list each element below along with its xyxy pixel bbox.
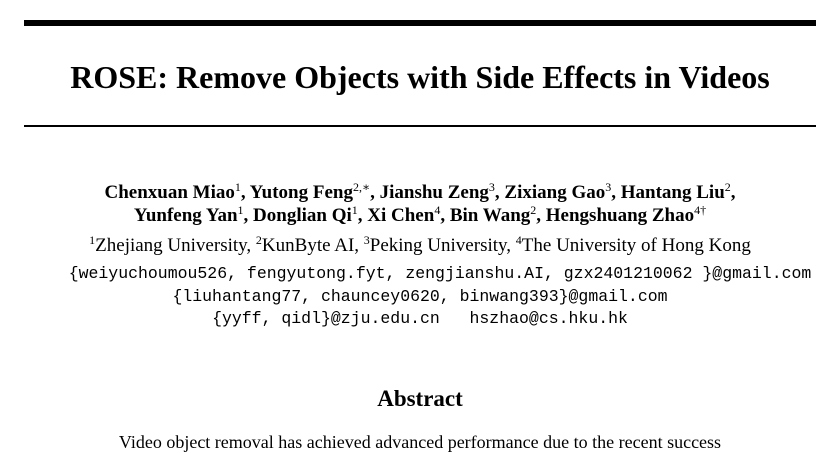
author: Yunfeng Yan1, — [133, 203, 254, 226]
author-line-2: Yunfeng Yan1, Donglian Qi1, Xi Chen4, Bi… — [0, 204, 840, 228]
email-line: {weiyuchoumou526, fengyutong.fyt, zengji… — [68, 264, 812, 283]
author: Hengshuang Zhao4† — [545, 203, 707, 226]
author-line-1: Chenxuan Miao1, Yutong Feng2,∗, Jianshu … — [0, 181, 840, 205]
author: Bin Wang2, — [449, 203, 546, 226]
author: Hantang Liu2, — [620, 180, 736, 203]
email-line: {liuhantang77, chauncey0620, binwang393}… — [172, 287, 668, 306]
author: Xi Chen4, — [367, 203, 450, 226]
affiliation: 4The University of Hong Kong — [515, 233, 751, 256]
abstract-text: Video object removal has achieved advanc… — [118, 432, 722, 452]
top-rule — [24, 20, 816, 26]
author: Yutong Feng2,∗, — [249, 180, 380, 203]
author: Zixiang Gao3, — [504, 180, 621, 203]
affiliation: 1Zhejiang University, — [89, 233, 256, 256]
email-line: {yyff, qidl}@zju.edu.cn hszhao@cs.hku.hk — [212, 309, 628, 328]
title-rule — [24, 125, 816, 127]
author: Jianshu Zeng3, — [379, 180, 505, 203]
affiliations: 1Zhejiang University, 2KunByte AI, 3Peki… — [0, 234, 840, 258]
affiliation: 3Peking University, — [363, 233, 516, 256]
affiliation: 2KunByte AI, — [255, 233, 364, 256]
paper-title: ROSE: Remove Objects with Side Effects i… — [70, 59, 770, 95]
author: Chenxuan Miao1, — [104, 180, 250, 203]
author: Donglian Qi1, — [253, 203, 368, 226]
abstract-heading: Abstract — [377, 386, 463, 411]
